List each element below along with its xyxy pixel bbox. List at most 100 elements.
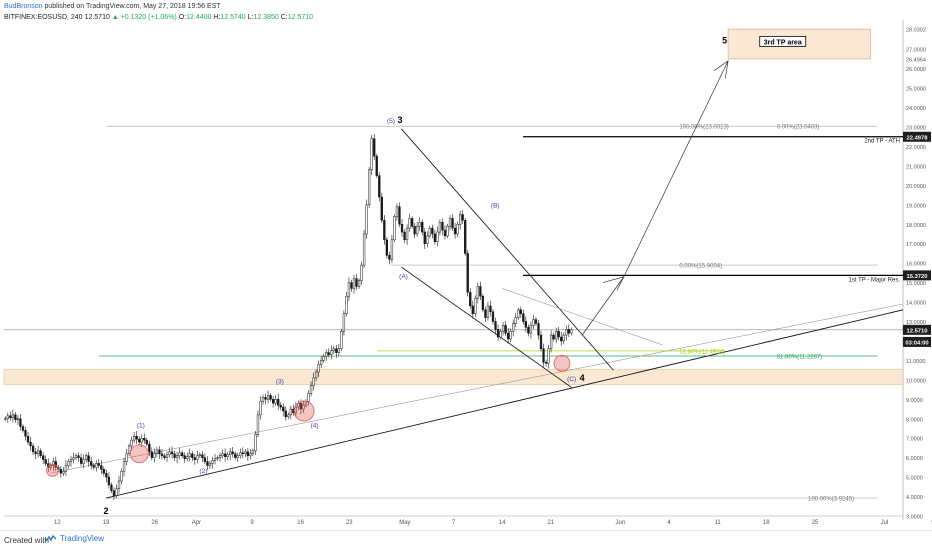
candle-body — [150, 451, 153, 458]
fib-label: 0.00%(23.0403) — [777, 125, 820, 131]
tradingview-brand[interactable]: TradingView — [60, 534, 105, 543]
candle-body — [277, 399, 280, 406]
candle-body — [82, 459, 85, 464]
candle-body — [249, 453, 252, 456]
candle-body — [92, 465, 95, 468]
footer-bar: Created with TradingView — [0, 530, 932, 551]
candle-body — [340, 330, 343, 349]
projection-arrow-1 — [581, 276, 625, 336]
candle-body — [72, 457, 75, 460]
candle-body — [499, 330, 502, 338]
candle-body — [211, 460, 214, 464]
candle-body — [208, 463, 212, 466]
candle-body — [193, 457, 196, 460]
candle-body — [42, 455, 45, 460]
channel-bottom-line — [401, 266, 572, 388]
candle-body — [337, 348, 340, 353]
candle-body — [441, 222, 444, 231]
candle-body — [347, 282, 351, 297]
candle-body — [52, 461, 55, 466]
candle-body — [168, 451, 171, 455]
wave-label: 5 — [722, 35, 727, 45]
high-value: 12.5740 — [220, 14, 246, 21]
candle-body — [496, 329, 500, 338]
candle-body — [370, 138, 373, 171]
candle-body — [400, 224, 404, 233]
candle-body — [269, 395, 272, 400]
price-chart[interactable]: 28.030227.000026.496426.000025.000024.00… — [0, 0, 932, 530]
candle-body — [383, 220, 386, 241]
candle-body — [352, 278, 356, 289]
candle-body — [64, 465, 68, 472]
highlight-circle — [553, 354, 571, 372]
candle-body — [555, 330, 558, 340]
candle-body — [466, 253, 469, 293]
candle-body — [481, 295, 485, 311]
candle-body — [67, 461, 70, 466]
low-label: L: — [247, 14, 254, 21]
candle-body — [314, 371, 318, 379]
candle-body — [19, 418, 22, 427]
time-tick-label: 19 — [103, 520, 110, 526]
price-change: +0.1320 (+1.06%) — [120, 14, 177, 21]
candle-body — [562, 334, 565, 342]
candle-body — [284, 410, 287, 418]
price-tick-label: 24.0000 — [906, 106, 926, 112]
candle-body — [398, 206, 401, 225]
low-value: 12.3850 — [253, 14, 279, 21]
candle-body — [49, 465, 52, 468]
time-tick-label: 11 — [715, 520, 722, 526]
candle-body — [451, 218, 454, 229]
candle-body — [446, 225, 449, 237]
candle-body — [4, 418, 7, 420]
last-price: 12.5710 — [84, 14, 110, 21]
candle-body — [289, 408, 292, 416]
candle-body — [410, 218, 414, 227]
candle-body — [229, 451, 232, 455]
fib-label: 0.00%(15.9004) — [679, 264, 722, 270]
time-tick-label: May — [399, 520, 410, 526]
candle-body — [77, 455, 80, 458]
price-tick-label: 6.0000 — [906, 456, 923, 462]
candle-body — [413, 225, 416, 235]
candle-body — [423, 231, 426, 244]
candle-body — [221, 453, 224, 456]
projection-arrowhead-1 — [602, 276, 625, 291]
candle-body — [95, 463, 98, 468]
price-tick-label: 26.4964 — [906, 57, 926, 63]
candle-body — [244, 451, 247, 455]
candle-body — [102, 469, 105, 474]
wave-label: (3) — [276, 379, 284, 386]
candle-body — [539, 334, 543, 349]
wave-label: 3 — [398, 115, 403, 125]
candle-body — [428, 227, 431, 237]
candle-body — [365, 204, 368, 235]
candle-body — [24, 430, 27, 437]
candle-body — [302, 404, 305, 410]
time-tick-label: 4 — [667, 520, 671, 526]
candle-body — [375, 155, 378, 176]
tp3-label-box — [759, 35, 807, 47]
candle-body — [464, 220, 467, 254]
projection-arrow-2 — [623, 60, 729, 277]
candle-body — [198, 454, 202, 456]
candle-body — [234, 453, 237, 458]
close-label: C: — [280, 14, 288, 21]
candle-body — [474, 297, 477, 314]
candle-body — [458, 214, 462, 225]
candle-body — [438, 222, 442, 233]
candle-body — [120, 471, 123, 482]
candle-body — [512, 323, 515, 332]
candle-body — [330, 350, 333, 355]
candle-body — [266, 395, 270, 400]
candle-body — [223, 453, 227, 457]
candle-body — [117, 480, 121, 490]
candle-body — [390, 239, 394, 260]
candle-body — [342, 313, 346, 332]
price-tick-label: 7.0000 — [906, 437, 923, 443]
candle-body — [345, 295, 348, 314]
candle-body — [231, 451, 234, 455]
publisher-name[interactable]: BudBronson — [4, 3, 43, 10]
candle-body — [59, 469, 63, 474]
candle-body — [431, 227, 434, 235]
